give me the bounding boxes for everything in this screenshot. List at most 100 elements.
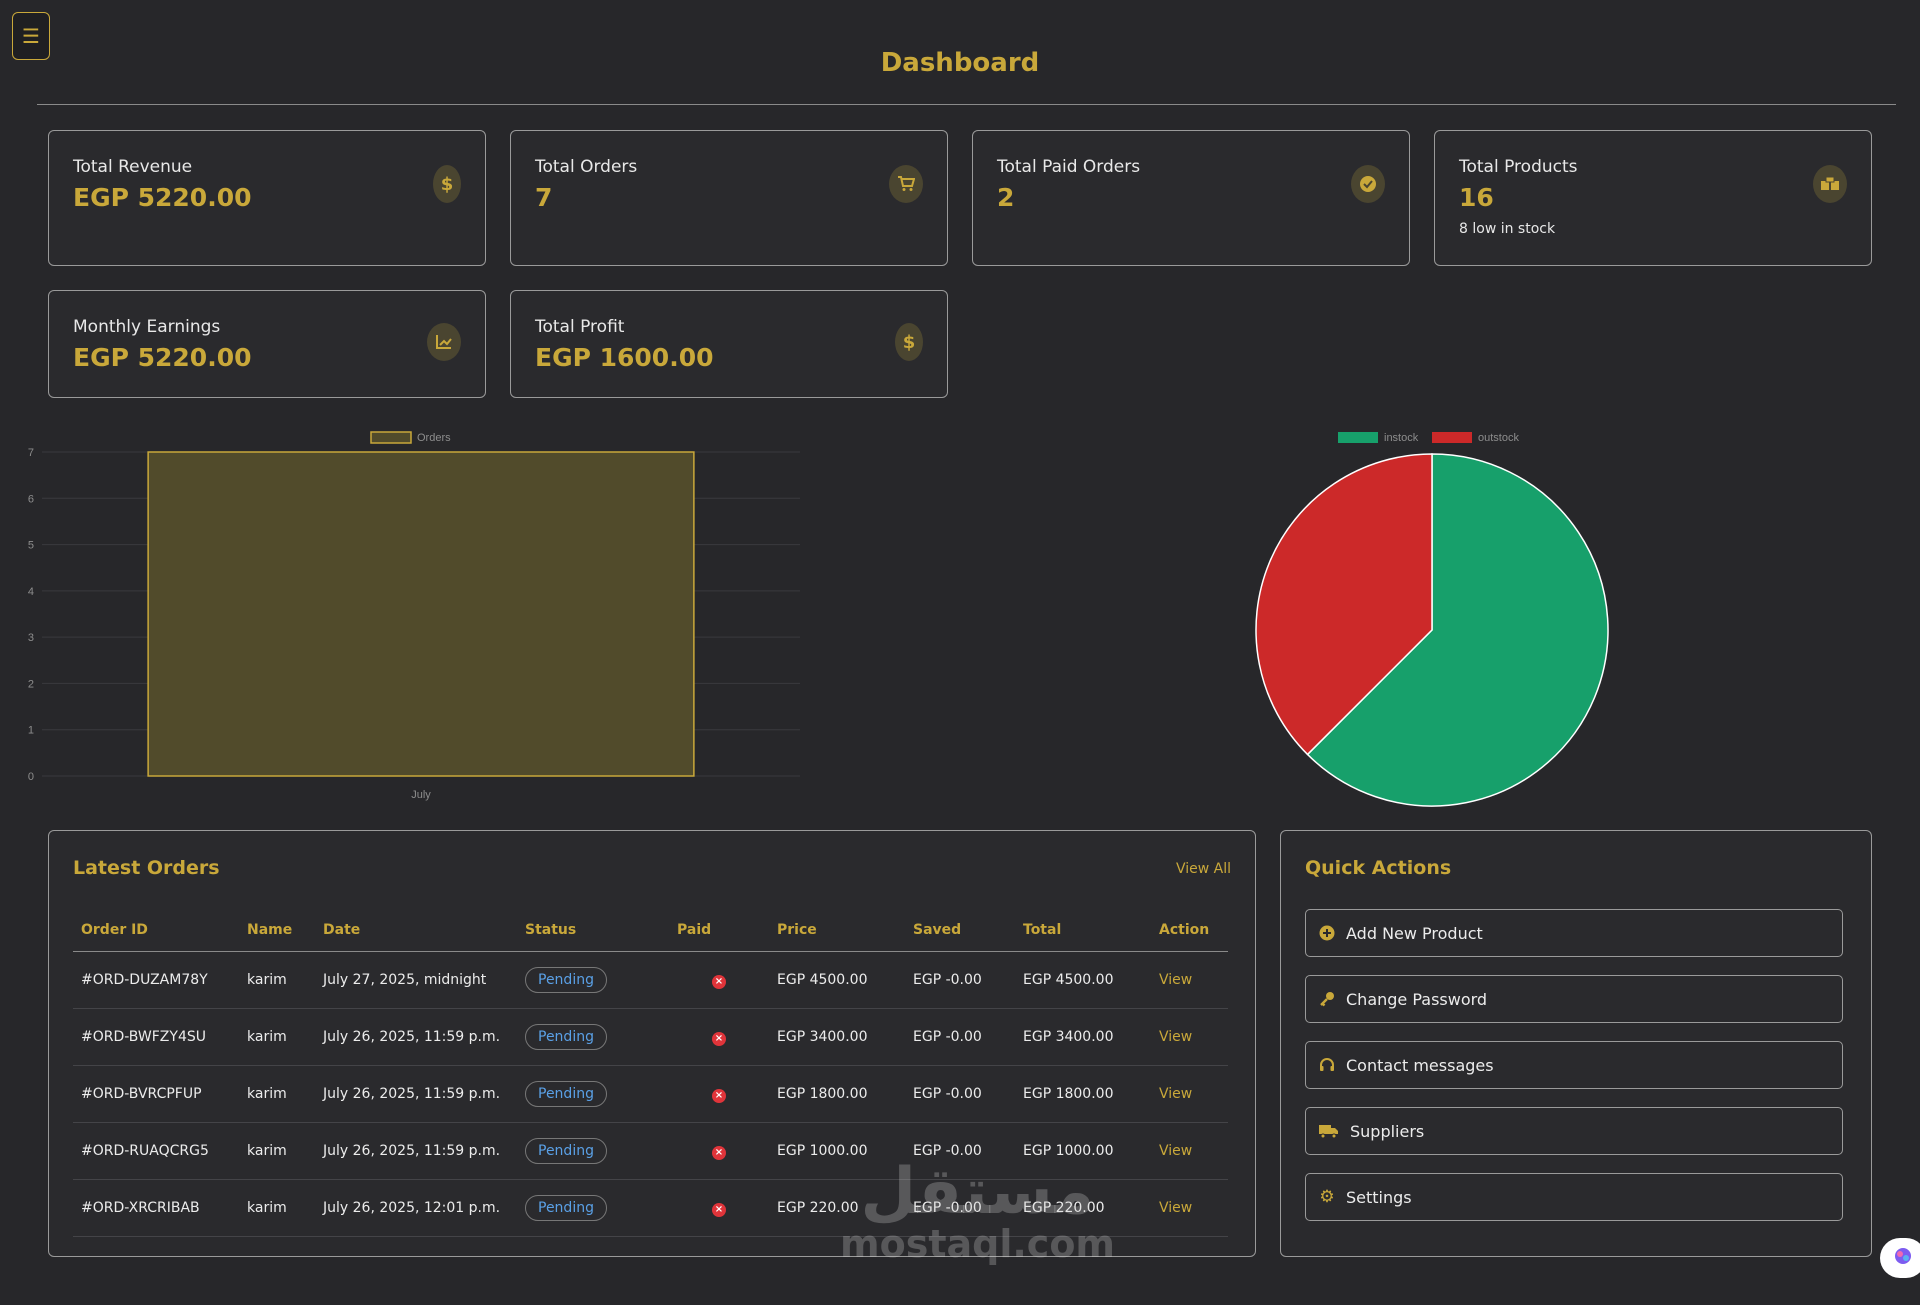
pie-slice-outstock bbox=[1255, 453, 1433, 756]
key-icon bbox=[1318, 990, 1336, 1008]
table-header-row: Order ID Name Date Status Paid Price Sav… bbox=[73, 909, 1228, 952]
legend-label: Orders bbox=[417, 432, 451, 444]
legend-swatch bbox=[1338, 432, 1378, 443]
view-order-link[interactable]: View bbox=[1159, 972, 1193, 988]
orders-table: Order ID Name Date Status Paid Price Sav… bbox=[73, 909, 1228, 1237]
order-total: EGP 4500.00 bbox=[1015, 951, 1151, 1009]
stat-value: 16 bbox=[1459, 183, 1494, 212]
stat-value: 2 bbox=[997, 183, 1015, 212]
hamburger-icon: ☰ bbox=[22, 24, 40, 48]
status-badge: Pending bbox=[525, 1195, 607, 1221]
order-saved: EGP -0.00 bbox=[905, 1065, 1015, 1123]
order-price: EGP 1800.00 bbox=[769, 1065, 905, 1123]
boxes-icon bbox=[1813, 165, 1847, 203]
table-row: #ORD-RUAQCRG5 karim July 26, 2025, 11:59… bbox=[73, 1122, 1228, 1180]
view-all-link[interactable]: View All bbox=[1175, 861, 1231, 877]
order-price: EGP 4500.00 bbox=[769, 951, 905, 1009]
settings-button[interactable]: ⚙ Settings bbox=[1305, 1173, 1843, 1221]
order-price: EGP 3400.00 bbox=[769, 1008, 905, 1066]
y-tick-label: 5 bbox=[28, 540, 34, 552]
order-date: July 27, 2025, midnight bbox=[315, 951, 517, 1009]
quick-actions-title: Quick Actions bbox=[1305, 857, 1452, 879]
latest-orders-panel: Latest Orders View All Order ID Name Dat… bbox=[48, 830, 1256, 1257]
stat-label: Total Paid Orders bbox=[997, 157, 1141, 177]
stat-label: Monthly Earnings bbox=[73, 317, 221, 337]
add-new-product-button[interactable]: Add New Product bbox=[1305, 909, 1843, 957]
unpaid-x-icon: × bbox=[712, 974, 726, 989]
watermark: مستقل mostaql.com bbox=[840, 1160, 1115, 1264]
order-name: karim bbox=[239, 1179, 315, 1237]
status-badge: Pending bbox=[525, 967, 607, 993]
view-order-link[interactable]: View bbox=[1159, 1086, 1193, 1102]
stat-value: EGP 1600.00 bbox=[535, 343, 714, 372]
stat-card-total-profit: Total Profit EGP 1600.00 $ bbox=[510, 290, 948, 398]
order-id: #ORD-BVRCPFUP bbox=[73, 1065, 239, 1123]
col-name: Name bbox=[239, 909, 315, 952]
y-tick-label: 0 bbox=[28, 771, 34, 783]
y-tick-label: 3 bbox=[28, 632, 34, 644]
bar bbox=[147, 451, 695, 777]
view-order-link[interactable]: View bbox=[1159, 1029, 1193, 1045]
dollar-icon: $ bbox=[895, 323, 923, 361]
y-tick-label: 6 bbox=[28, 493, 34, 505]
truck-icon bbox=[1318, 1122, 1340, 1140]
chat-widget-button[interactable] bbox=[1880, 1238, 1920, 1278]
plus-circle-icon bbox=[1318, 924, 1336, 942]
stat-label: Total Products bbox=[1459, 157, 1578, 177]
stat-label: Total Revenue bbox=[73, 157, 193, 177]
suppliers-button[interactable]: Suppliers bbox=[1305, 1107, 1843, 1155]
order-name: karim bbox=[239, 1065, 315, 1123]
order-id: #ORD-BWFZY4SU bbox=[73, 1008, 239, 1066]
stat-label: Total Orders bbox=[535, 157, 638, 177]
order-price: EGP 1000.00 bbox=[769, 1122, 905, 1180]
order-total: EGP 220.00 bbox=[1015, 1179, 1151, 1237]
stat-card-total-orders: Total Orders 7 bbox=[510, 130, 948, 266]
stat-value: EGP 5220.00 bbox=[73, 343, 252, 372]
order-date: July 26, 2025, 11:59 p.m. bbox=[315, 1065, 517, 1123]
quick-action-label: Change Password bbox=[1346, 989, 1488, 1009]
quick-action-label: Contact messages bbox=[1346, 1055, 1494, 1075]
quick-action-label: Settings bbox=[1346, 1187, 1412, 1207]
col-total: Total bbox=[1015, 909, 1151, 952]
brain-icon bbox=[1893, 1246, 1913, 1270]
cart-icon bbox=[889, 165, 923, 203]
menu-toggle-button[interactable]: ☰ bbox=[12, 12, 50, 60]
col-order-id: Order ID bbox=[73, 909, 239, 952]
legend-swatch bbox=[370, 431, 412, 444]
order-name: karim bbox=[239, 1008, 315, 1066]
order-total: EGP 3400.00 bbox=[1015, 1008, 1151, 1066]
y-tick-label: 4 bbox=[28, 586, 34, 598]
header-divider bbox=[37, 104, 1896, 105]
order-saved: EGP -0.00 bbox=[905, 1008, 1015, 1066]
contact-messages-button[interactable]: Contact messages bbox=[1305, 1041, 1843, 1089]
unpaid-x-icon: × bbox=[712, 1202, 726, 1217]
view-order-link[interactable]: View bbox=[1159, 1143, 1193, 1159]
order-date: July 26, 2025, 11:59 p.m. bbox=[315, 1122, 517, 1180]
col-saved: Saved bbox=[905, 909, 1015, 952]
change-password-button[interactable]: Change Password bbox=[1305, 975, 1843, 1023]
view-order-link[interactable]: View bbox=[1159, 1200, 1193, 1216]
legend-swatch bbox=[1432, 432, 1472, 443]
order-name: karim bbox=[239, 1122, 315, 1180]
table-row: #ORD-BWFZY4SU karim July 26, 2025, 11:59… bbox=[73, 1008, 1228, 1066]
order-total: EGP 1800.00 bbox=[1015, 1065, 1151, 1123]
order-id: #ORD-RUAQCRG5 bbox=[73, 1122, 239, 1180]
unpaid-x-icon: × bbox=[712, 1145, 726, 1160]
status-badge: Pending bbox=[525, 1138, 607, 1164]
quick-actions-panel: Quick Actions Add New Product Change Pas… bbox=[1280, 830, 1872, 1257]
watermark-arabic: مستقل bbox=[860, 1155, 1095, 1229]
latest-orders-title: Latest Orders bbox=[73, 857, 220, 879]
order-price: EGP 220.00 bbox=[769, 1179, 905, 1237]
y-tick-label: 7 bbox=[28, 447, 34, 459]
col-status: Status bbox=[517, 909, 669, 952]
stat-card-total-products: Total Products 16 8 low in stock bbox=[1434, 130, 1872, 266]
stat-card-total-paid-orders: Total Paid Orders 2 bbox=[972, 130, 1410, 266]
table-row: #ORD-XRCRIBAB karim July 26, 2025, 12:01… bbox=[73, 1179, 1228, 1237]
page-title: Dashboard bbox=[880, 48, 1040, 78]
order-id: #ORD-XRCRIBAB bbox=[73, 1179, 239, 1237]
order-saved: EGP -0.00 bbox=[905, 1179, 1015, 1237]
unpaid-x-icon: × bbox=[712, 1088, 726, 1103]
stat-value: 7 bbox=[535, 183, 553, 212]
headset-icon bbox=[1318, 1056, 1336, 1074]
col-paid: Paid bbox=[669, 909, 769, 952]
